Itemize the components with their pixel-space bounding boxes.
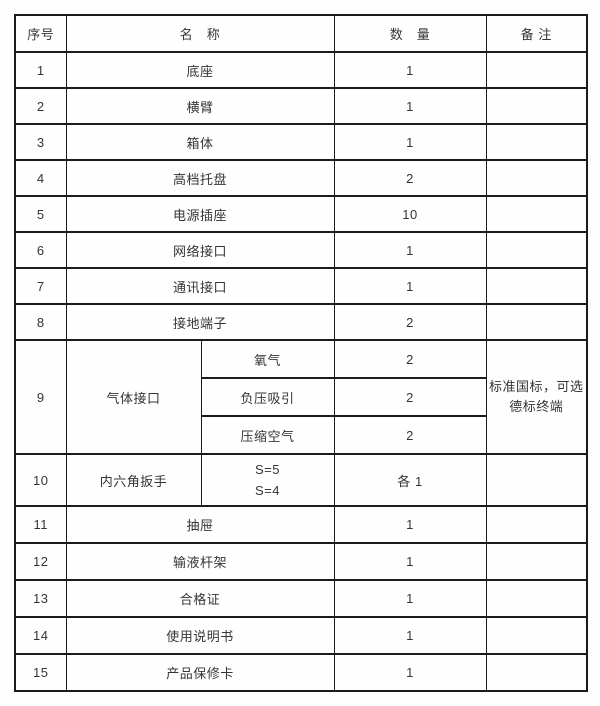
table-row-wrench: 10 内六角扳手 S=5 S=4 各 1 (14, 453, 588, 507)
cell-remark (485, 231, 588, 269)
cell-remark (485, 195, 588, 233)
table-row: 12 输液杆架 1 (14, 542, 588, 581)
cell-remark (485, 159, 588, 197)
cell-no: 6 (14, 231, 67, 269)
cell-remark (485, 123, 588, 161)
cell-no: 5 (14, 195, 67, 233)
cell-qty: 1 (333, 123, 487, 161)
table-row: 5 电源插座 10 (14, 195, 588, 233)
cell-remark (485, 267, 588, 305)
cell-name: 高档托盘 (65, 159, 335, 197)
cell-qty: 1 (333, 231, 487, 269)
table-row: 7 通讯接口 1 (14, 267, 588, 305)
cell-name: 箱体 (65, 123, 335, 161)
cell-remark: 标准国标，可选德标终端 (485, 339, 588, 455)
cell-remark (485, 542, 588, 581)
cell-name: 通讯接口 (65, 267, 335, 305)
cell-no: 10 (14, 453, 67, 507)
table-row: 2 横臂 1 (14, 87, 588, 125)
cell-remark (485, 616, 588, 655)
cell-qty: 2 (333, 339, 487, 379)
cell-no: 15 (14, 653, 67, 692)
cell-subname: 负压吸引 (200, 377, 335, 417)
parts-table: 序号 名 称 数 量 备 注 1 底座 1 2 横臂 1 3 箱体 1 4 高档… (14, 14, 589, 692)
cell-no: 12 (14, 542, 67, 581)
cell-qty: 1 (333, 542, 487, 581)
table-row: 4 高档托盘 2 (14, 159, 588, 197)
cell-qty: 10 (333, 195, 487, 233)
table-row: 8 接地端子 2 (14, 303, 588, 341)
cell-qty: 2 (333, 415, 487, 455)
cell-remark (485, 453, 588, 507)
table-header-row: 序号 名 称 数 量 备 注 (14, 14, 588, 53)
cell-qty: 1 (333, 87, 487, 125)
cell-qty: 1 (333, 579, 487, 618)
cell-no: 13 (14, 579, 67, 618)
cell-no: 2 (14, 87, 67, 125)
cell-no: 9 (14, 339, 67, 455)
cell-name: 产品保修卡 (65, 653, 335, 692)
table-row-gas-sub: 压缩空气 2 (15, 415, 587, 455)
cell-subname: 氧气 (200, 339, 335, 379)
cell-remark (485, 87, 588, 125)
table-row-gas: 9 气体接口 氧气 2 标准国标，可选德标终端 (14, 339, 588, 455)
cell-remark (485, 303, 588, 341)
cell-name: 接地端子 (65, 303, 335, 341)
cell-no: 3 (14, 123, 67, 161)
cell-no: 7 (14, 267, 67, 305)
spec-line-1: S=5 (255, 461, 280, 477)
cell-qty: 各 1 (333, 453, 487, 507)
table-row: 11 抽屉 1 (14, 505, 588, 544)
cell-remark (485, 505, 588, 544)
cell-no: 14 (14, 616, 67, 655)
header-qty: 数 量 (333, 14, 487, 53)
cell-name: 内六角扳手 (65, 453, 202, 507)
cell-name: 合格证 (65, 579, 335, 618)
table-row: 15 产品保修卡 1 (14, 653, 588, 692)
header-no: 序号 (14, 14, 67, 53)
cell-remark (485, 579, 588, 618)
table-row: 13 合格证 1 (14, 579, 588, 618)
spec-line-2: S=4 (255, 483, 280, 498)
cell-qty: 1 (333, 616, 487, 655)
cell-name: 网络接口 (65, 231, 335, 269)
cell-no: 11 (14, 505, 67, 544)
table-row: 6 网络接口 1 (14, 231, 588, 269)
cell-name: 使用说明书 (65, 616, 335, 655)
cell-no: 8 (14, 303, 67, 341)
cell-subname: 压缩空气 (200, 415, 335, 455)
cell-remark (485, 653, 588, 692)
cell-qty: 1 (333, 51, 487, 89)
cell-name: 抽屉 (65, 505, 335, 544)
cell-qty: 1 (333, 267, 487, 305)
cell-qty: 2 (333, 377, 487, 417)
cell-name: 气体接口 (65, 339, 202, 455)
cell-no: 4 (14, 159, 67, 197)
table-row: 14 使用说明书 1 (14, 616, 588, 655)
cell-name: 输液杆架 (65, 542, 335, 581)
cell-remark (485, 51, 588, 89)
header-remark: 备 注 (485, 14, 588, 53)
table-row: 1 底座 1 (14, 51, 588, 89)
table-row: 3 箱体 1 (14, 123, 588, 161)
cell-qty: 2 (333, 303, 487, 341)
cell-no: 1 (14, 51, 67, 89)
cell-name: 横臂 (65, 87, 335, 125)
cell-spec: S=5 S=4 (200, 453, 335, 507)
cell-name: 电源插座 (65, 195, 335, 233)
table-row-gas-sub: 负压吸引 2 (15, 377, 587, 417)
cell-qty: 1 (333, 653, 487, 692)
cell-qty: 1 (333, 505, 487, 544)
header-name: 名 称 (65, 14, 335, 53)
cell-name: 底座 (65, 51, 335, 89)
cell-qty: 2 (333, 159, 487, 197)
